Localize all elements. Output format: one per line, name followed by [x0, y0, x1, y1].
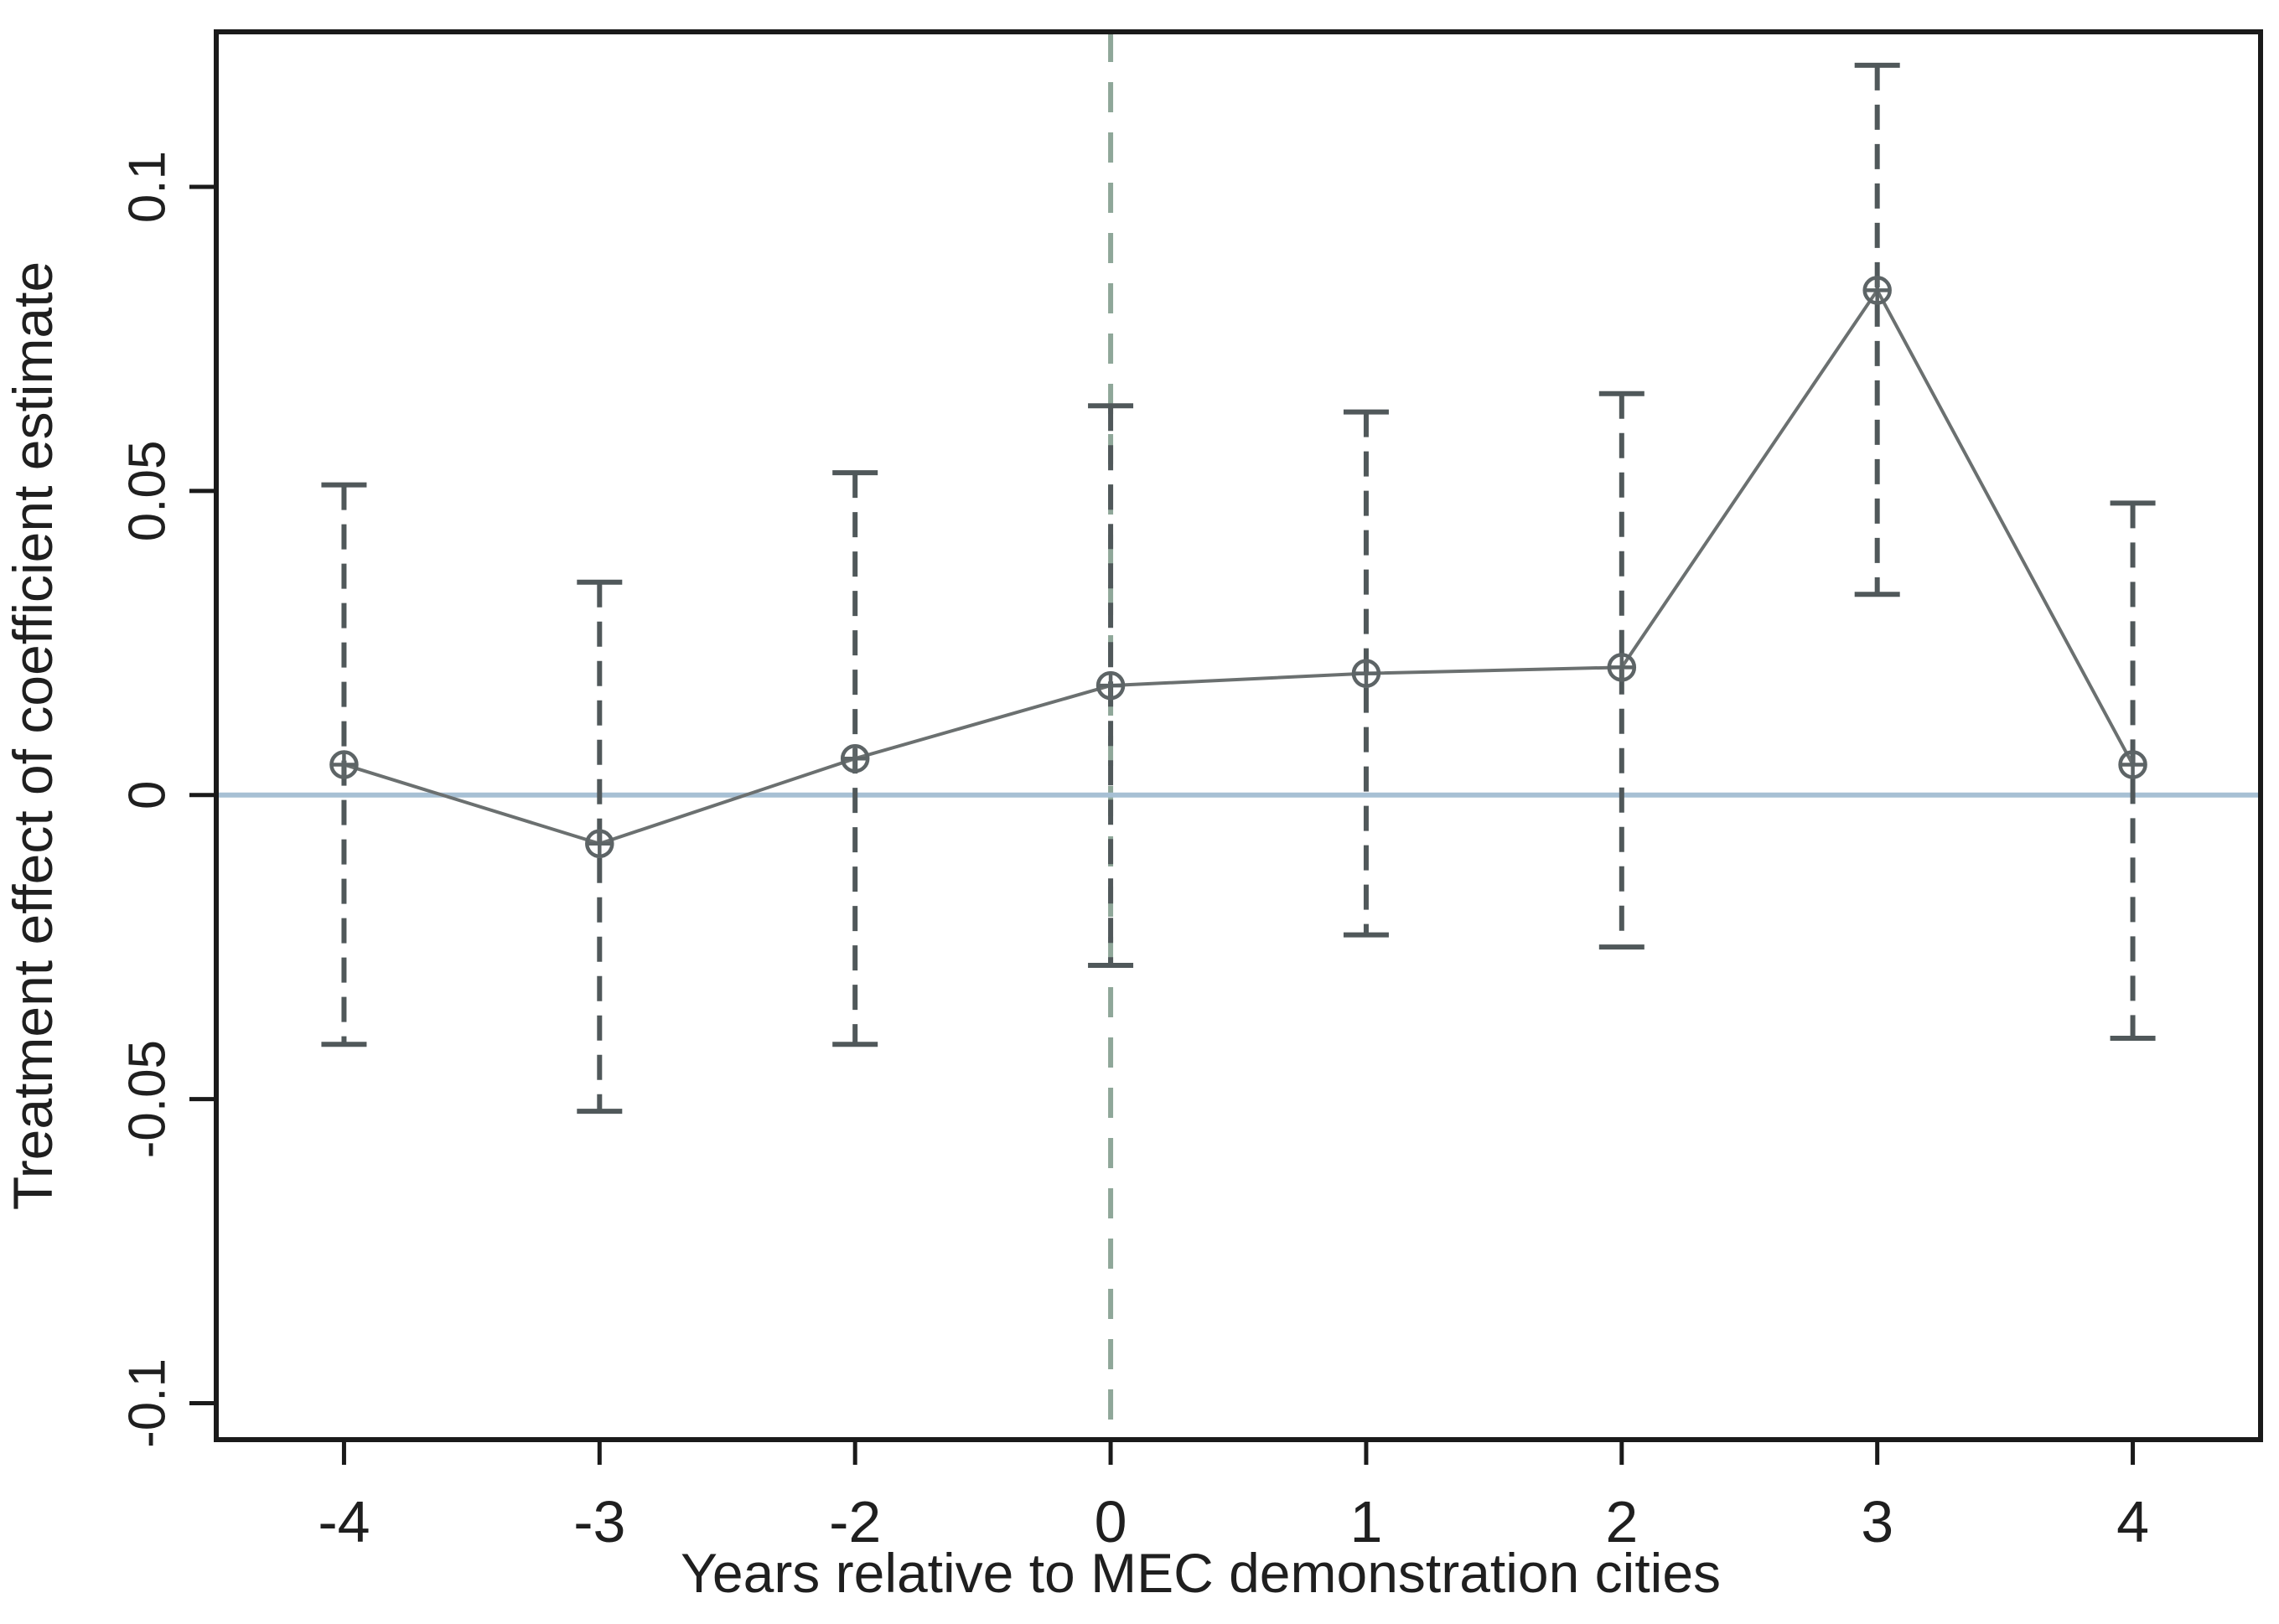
data-point-marker	[585, 829, 614, 859]
data-point-marker	[1095, 670, 1126, 701]
x-tick-label: 1	[1349, 1489, 1382, 1554]
data-point-marker	[840, 743, 870, 773]
y-axis-title: Treatment effect of coefficient estimate	[2, 261, 64, 1210]
y-axis: -0.1 -0.05 0 0.05 0.1	[118, 151, 216, 1448]
error-bar	[1854, 62, 1900, 597]
data-point-marker	[329, 750, 359, 779]
x-tick-label: -3	[573, 1489, 625, 1554]
y-tick-label: 0.05	[118, 441, 176, 542]
error-bar	[1343, 409, 1389, 938]
data-point-marker	[1862, 276, 1892, 305]
x-tick-label: 0	[1095, 1489, 1127, 1554]
data-point-markers	[329, 276, 2147, 859]
y-tick-label: 0	[118, 781, 176, 809]
x-tick-label: -4	[318, 1489, 370, 1554]
x-tick-label: 3	[1861, 1489, 1893, 1554]
trend-line	[343, 287, 2135, 846]
error-bar	[577, 579, 623, 1115]
x-tick-label: 2	[1605, 1489, 1638, 1554]
error-bar	[2110, 500, 2156, 1042]
x-axis: -4 -3 -2 0 1 2 3 4	[318, 1440, 2149, 1554]
data-point-marker	[1607, 653, 1637, 682]
x-tick-label: 4	[2116, 1489, 2149, 1554]
y-tick-label: 0.1	[118, 151, 176, 223]
data-point-marker	[1351, 659, 1381, 688]
y-tick-label: -0.05	[118, 1040, 176, 1158]
y-tick-label: -0.1	[118, 1358, 176, 1448]
x-tick-label: -2	[829, 1489, 881, 1554]
x-axis-title: Years relative to MEC demonstration citi…	[681, 1542, 1721, 1604]
data-point-marker	[2118, 750, 2147, 779]
plot-frame	[214, 29, 2263, 1442]
